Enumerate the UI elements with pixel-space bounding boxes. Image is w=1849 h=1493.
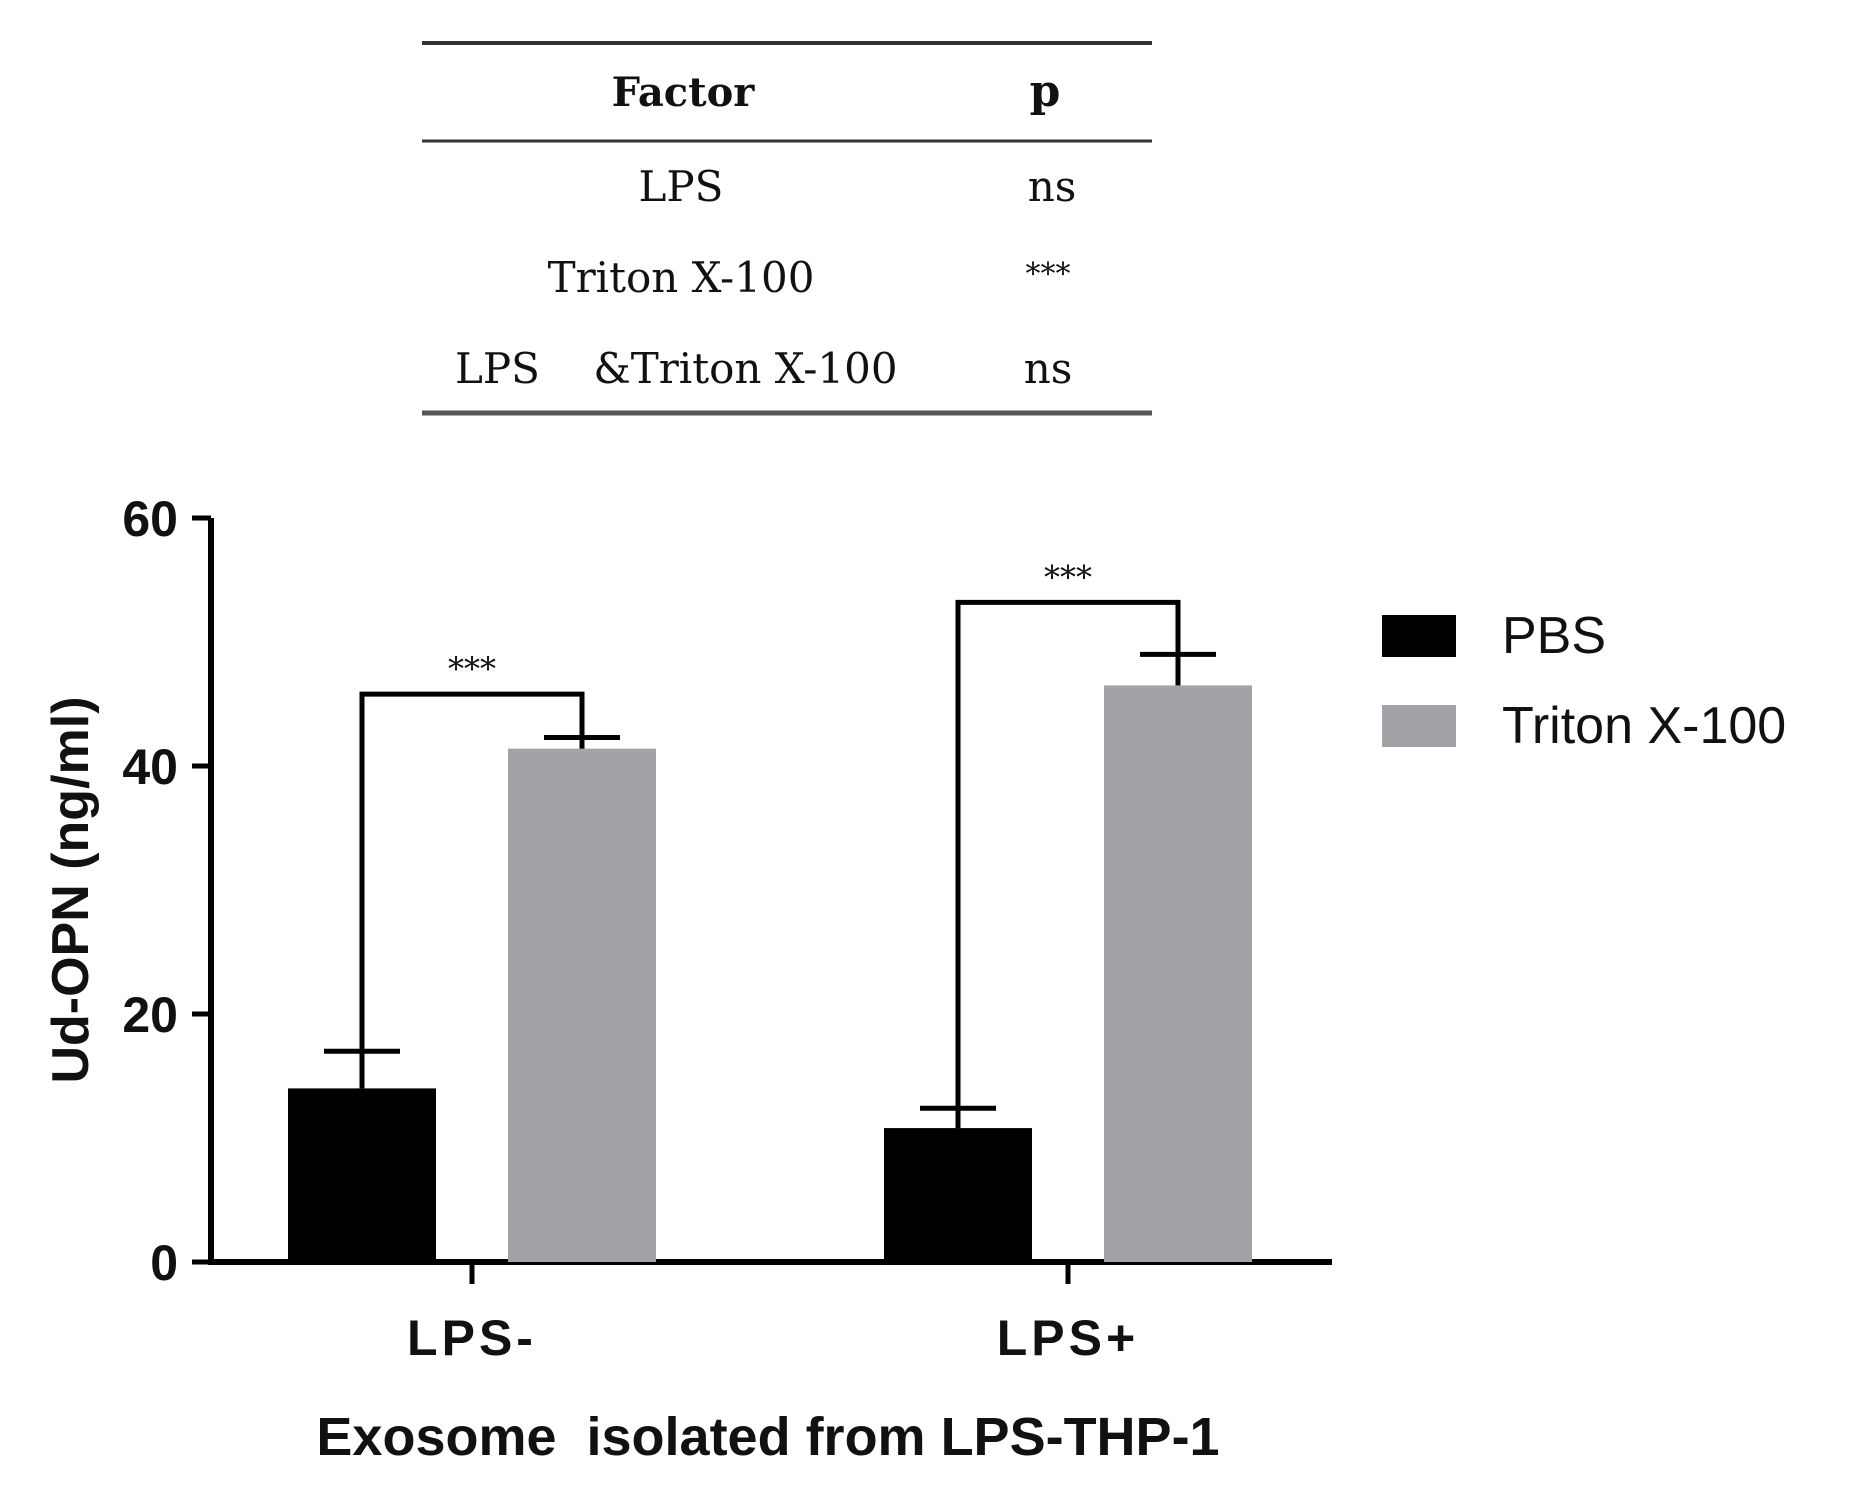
- significance-label: ***: [448, 650, 496, 688]
- bar-pbs-lps-minus: [288, 1088, 436, 1262]
- legend: PBS Triton X-100: [1382, 607, 1786, 755]
- legend-label: Triton X-100: [1502, 697, 1786, 755]
- y-tick-label: 40: [122, 739, 178, 795]
- bar-pbs-lps-plus: [884, 1128, 1032, 1262]
- y-axis-label: Ud-OPN (ng/ml): [42, 696, 100, 1083]
- x-tick-label: LPS+: [997, 1310, 1139, 1366]
- bar-triton-lps-plus: [1104, 685, 1252, 1262]
- table-header-factor: Factor: [612, 69, 756, 116]
- table-row-p: ***: [1026, 257, 1071, 292]
- legend-swatch-pbs: [1382, 615, 1456, 657]
- y-tick-label: 0: [150, 1235, 178, 1291]
- x-ticks: LPS- LPS+: [407, 1262, 1139, 1366]
- table-row-p: ns: [1024, 344, 1073, 393]
- factor-table: Factor p LPS ns Triton X-100 *** LPS &Tr…: [422, 41, 1152, 416]
- bar-triton-lps-minus: [508, 748, 656, 1262]
- table-row-p: ns: [1028, 162, 1077, 211]
- bar-chart: 0 20 40 60 LPS- LPS+ *** *** Ud-OPN (ng/ml) E…: [42, 491, 1786, 1467]
- x-tick-label: LPS-: [407, 1310, 537, 1366]
- bars: [288, 685, 1252, 1262]
- table-row-factor: LPS: [639, 162, 724, 211]
- significance-label: ***: [1044, 558, 1092, 596]
- table-row-factor: Triton X-100: [548, 253, 815, 302]
- legend-swatch-triton: [1382, 705, 1456, 747]
- legend-label: PBS: [1502, 607, 1606, 665]
- significance-bracket: [955, 599, 1181, 1109]
- y-tick-label: 60: [122, 491, 178, 547]
- y-ticks: 0 20 40 60: [122, 491, 211, 1291]
- significance-bracket: [359, 691, 585, 1052]
- table-row-factor: LPS &Triton X-100: [455, 344, 898, 393]
- y-tick-label: 20: [122, 987, 178, 1043]
- significance-brackets: *** ***: [359, 558, 1181, 1109]
- table-header-p: p: [1030, 66, 1061, 117]
- x-axis-label: Exosome isolated from LPS-THP-1: [316, 1407, 1219, 1467]
- error-bars: [324, 651, 1216, 1129]
